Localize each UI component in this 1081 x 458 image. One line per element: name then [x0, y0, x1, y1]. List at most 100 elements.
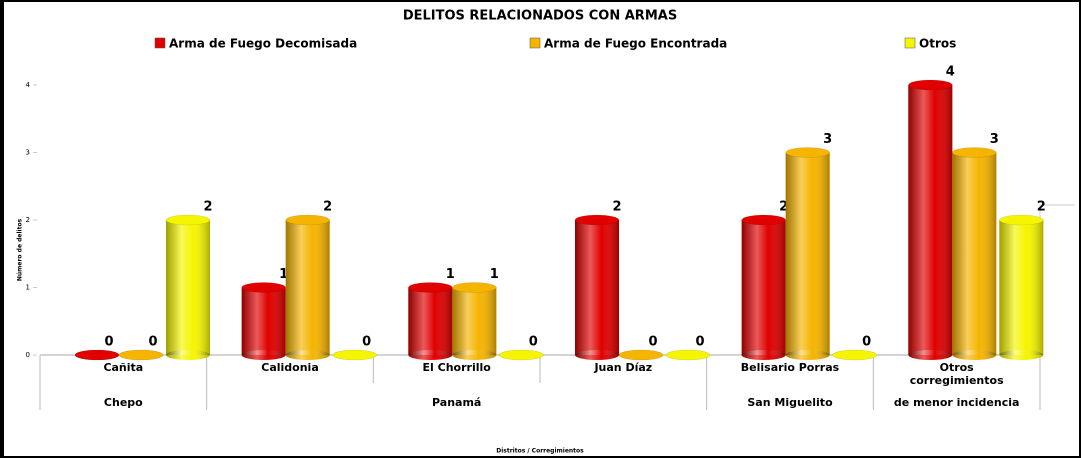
legend-swatch	[529, 37, 541, 49]
bar-shade	[166, 220, 210, 355]
bar	[74, 349, 120, 361]
bar-cap	[908, 79, 953, 91]
legend-label: Otros	[919, 37, 956, 51]
y-tick-label: 3	[26, 149, 30, 157]
bar-shade	[908, 85, 953, 355]
bar-base-shade	[166, 350, 210, 360]
bar-base-shade	[452, 350, 497, 360]
bar	[574, 214, 620, 360]
bar-cap	[165, 214, 211, 226]
y-tick-label: 4	[26, 81, 31, 89]
data-label: 3	[823, 132, 832, 147]
bar-cap	[74, 349, 120, 361]
group-label: San Miguelito	[747, 396, 833, 409]
group-label: Panamá	[432, 396, 481, 409]
bar	[241, 282, 286, 360]
x-tick-label: Calidonia	[261, 361, 319, 374]
x-tick-label: Cañita	[103, 361, 143, 374]
bar	[165, 214, 211, 360]
bar-cap	[785, 147, 830, 158]
legend-label: Arma de Fuego Decomisada	[169, 37, 357, 51]
bar-shade	[452, 287, 497, 355]
bar-base-shade	[575, 350, 619, 360]
legend-swatch	[154, 37, 166, 49]
bar-cap	[452, 282, 497, 293]
data-label: 2	[323, 200, 332, 215]
bar	[408, 282, 453, 360]
bar-shade	[285, 220, 330, 355]
x-tick-label: Otros corregimientos	[910, 361, 1004, 387]
data-label: 0	[104, 335, 113, 350]
bar-base-shade	[408, 350, 453, 360]
data-label: 0	[362, 335, 371, 350]
x-tick-label: Juan Díaz	[593, 361, 652, 374]
y-axis-title: Número de delitos	[17, 218, 24, 281]
legend-swatch	[904, 37, 916, 49]
bar	[499, 349, 544, 361]
bar-cap	[832, 349, 877, 361]
legend-label: Arma de Fuego Encontrada	[544, 37, 727, 51]
data-label: 2	[1037, 200, 1046, 215]
data-label: 2	[779, 200, 788, 215]
bar-base-shade	[785, 350, 830, 360]
bar	[452, 282, 497, 360]
x-tick-label: Belisario Porras	[741, 361, 840, 374]
bar-shade	[741, 220, 786, 355]
bar-shade	[575, 220, 619, 355]
bar	[999, 214, 1044, 360]
y-tick-label: 2	[26, 216, 30, 224]
bar-cap	[999, 214, 1044, 226]
data-label: 1	[490, 267, 499, 282]
bar	[665, 349, 711, 361]
bar-base-shade	[999, 350, 1044, 360]
bar	[118, 349, 164, 361]
bar	[332, 349, 377, 361]
y-tick-label: 0	[26, 351, 30, 359]
bar-base-shade	[908, 350, 953, 360]
bar-cap	[285, 214, 330, 226]
bar	[832, 349, 877, 361]
data-label: 0	[695, 335, 704, 350]
bar-base-shade	[741, 350, 786, 360]
data-label: 1	[279, 267, 288, 282]
bar-cap	[332, 349, 377, 361]
bar-base-shade	[241, 350, 286, 360]
bar-cap	[408, 282, 453, 293]
bar	[285, 214, 330, 360]
chart-title: DELITOS RELACIONADOS CON ARMAS	[403, 9, 677, 24]
bar	[908, 79, 953, 360]
bar-cap	[241, 282, 286, 293]
data-label: 0	[648, 335, 657, 350]
bar-shade	[241, 287, 286, 355]
bar-base-shade	[952, 350, 997, 360]
bar-shade	[408, 287, 453, 355]
bar	[952, 147, 997, 360]
data-label: 0	[529, 335, 538, 350]
bar	[785, 147, 830, 360]
bar-cap	[952, 147, 997, 158]
data-label: 0	[862, 335, 871, 350]
group-label: de menor incidencia	[894, 396, 1020, 409]
group-label: Chepo	[104, 396, 143, 409]
bar	[618, 349, 664, 361]
y-tick-label: 1	[26, 284, 30, 292]
data-label: 2	[203, 200, 212, 215]
bar-shade	[952, 152, 997, 355]
bar-shade	[999, 220, 1044, 355]
data-label: 1	[446, 267, 455, 282]
bar-cap	[118, 349, 164, 361]
bar-base-shade	[285, 350, 330, 360]
data-label: 2	[612, 200, 621, 215]
bar-shade	[785, 152, 830, 355]
x-tick-label: El Chorrillo	[423, 361, 492, 374]
bar-cap	[574, 214, 620, 226]
bar-cap	[499, 349, 544, 361]
bar	[741, 214, 786, 360]
data-label: 3	[990, 132, 999, 147]
x-axis-title: Distritos / Corregimientos	[496, 448, 584, 455]
bar-cap	[665, 349, 711, 361]
bar-cap	[741, 214, 786, 226]
data-label: 0	[148, 335, 157, 350]
bar-cap	[618, 349, 664, 361]
